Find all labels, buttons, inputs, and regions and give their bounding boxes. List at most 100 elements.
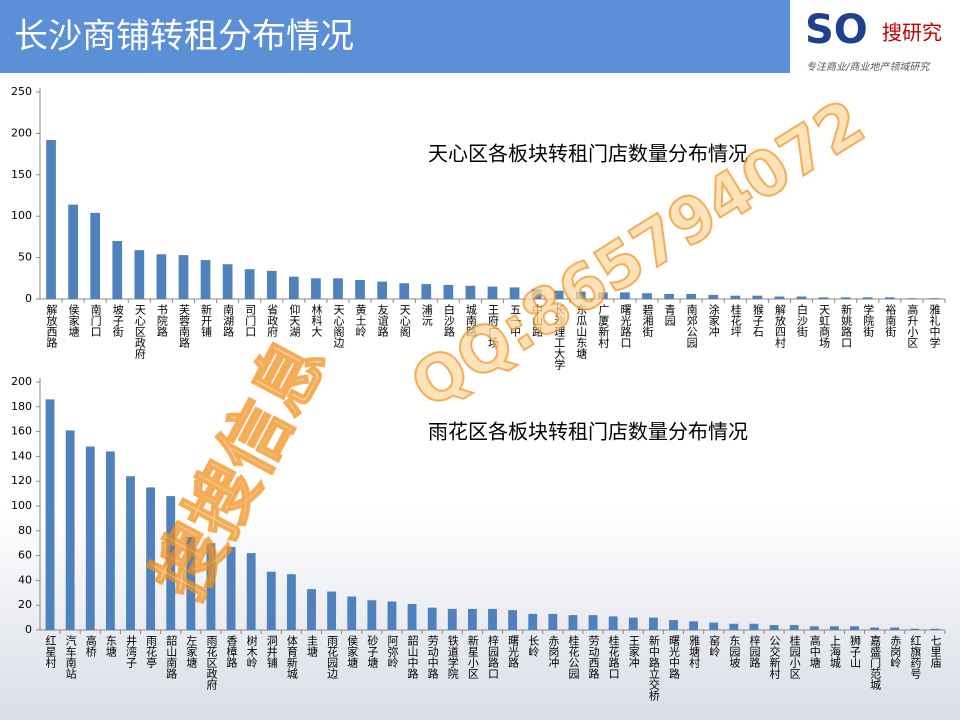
bar: [266, 571, 276, 630]
bar: [407, 603, 417, 630]
x-tick-label: 解放四村: [773, 303, 786, 348]
bar: [222, 264, 233, 299]
chart-title: 雨花区各板块转租门店数量分布情况: [428, 420, 748, 444]
bar: [286, 574, 296, 630]
bar: [818, 297, 829, 299]
x-tick-label: 新姚路口: [840, 303, 853, 348]
bar: [620, 292, 630, 299]
bar: [575, 291, 586, 299]
bar: [307, 589, 316, 630]
bar: [178, 255, 189, 299]
y-tick-label: 180: [11, 400, 32, 413]
y-tick-label: 100: [11, 209, 32, 222]
x-tick-label: 雨花区政府: [205, 635, 218, 691]
y-tick-label: 200: [11, 375, 32, 388]
y-tick-label: 20: [18, 598, 32, 611]
x-tick-label: 白沙街: [796, 303, 809, 338]
x-tick-label: 铁道学院: [446, 635, 459, 679]
bar: [553, 290, 564, 299]
bar: [244, 269, 255, 299]
x-tick-label: 香樟路: [225, 635, 238, 669]
x-tick-label: 南郊公园: [685, 304, 698, 349]
logo-so: SO: [805, 7, 868, 53]
bar: [929, 298, 939, 299]
x-tick-label: 上海城: [828, 635, 841, 668]
x-tick-label: 桂园小区: [788, 634, 801, 679]
x-tick-label: 新中路立交桥: [647, 634, 660, 702]
y-tick-label: 250: [11, 85, 32, 98]
bar: [730, 295, 741, 299]
x-tick-label: 天心区政府: [133, 304, 146, 360]
x-tick-label: 桂花路口: [607, 634, 620, 679]
bar: [311, 278, 321, 299]
x-tick-label: 赤岗岭: [889, 635, 902, 669]
logo-tagline: 专注商业/商业地产领域研究: [806, 61, 931, 73]
x-tick-label: 仰天湖: [288, 303, 301, 338]
bar: [465, 285, 476, 299]
bar: [200, 260, 211, 299]
x-tick-label: 司门口: [244, 304, 257, 337]
bar: [708, 294, 719, 299]
bar: [377, 281, 387, 299]
bar: [890, 627, 900, 630]
x-tick-label: 天心阁: [398, 304, 411, 338]
y-tick-label: 60: [18, 549, 32, 562]
bar: [598, 292, 608, 299]
y-tick-label: 80: [18, 524, 32, 537]
bar: [907, 298, 917, 299]
bar: [387, 601, 397, 630]
bar: [45, 399, 55, 630]
x-tick-label: 新开铺: [200, 303, 213, 337]
bar: [608, 616, 618, 630]
y-tick-label: 50: [18, 251, 32, 264]
bar: [355, 279, 365, 299]
x-tick-label: 圭塘: [306, 635, 319, 658]
x-tick-label: 长沙理工大学: [553, 304, 566, 370]
bar: [829, 626, 839, 630]
bar: [840, 297, 851, 299]
x-tick-label: 高升小区: [906, 303, 919, 348]
bar: [548, 613, 558, 630]
y-tick-label: 120: [11, 474, 32, 487]
bar: [796, 296, 807, 299]
bar: [447, 608, 457, 630]
logo-box: [790, 0, 960, 78]
x-tick-label: 南湖路: [222, 304, 235, 338]
x-tick-label: 天心阁边: [332, 304, 345, 348]
x-tick-label: 梓园路: [748, 634, 761, 669]
x-tick-label: 青园: [663, 304, 676, 327]
bar: [910, 628, 920, 630]
x-tick-label: 高桥: [84, 634, 97, 658]
x-tick-label: 长岭: [527, 635, 540, 658]
x-tick-label: 曙光路口: [619, 304, 632, 348]
y-tick-label: 160: [11, 425, 32, 438]
bar: [669, 620, 678, 630]
x-tick-label: 天虹商场: [818, 304, 831, 349]
bar: [689, 621, 699, 630]
x-tick-label: 雅礼中学: [928, 303, 941, 348]
x-tick-label: 高中塘: [808, 634, 821, 669]
bar: [333, 278, 343, 299]
x-tick-label: 洞井铺: [265, 635, 278, 668]
x-tick-label: 书院路: [155, 304, 168, 338]
bar: [769, 625, 779, 630]
bar: [367, 600, 377, 630]
x-tick-label: 浦沅: [420, 304, 433, 326]
bar: [85, 446, 95, 630]
bar: [156, 254, 167, 299]
bar: [729, 623, 739, 630]
x-tick-label: 新星小区: [466, 634, 479, 679]
y-tick-label: 140: [11, 449, 32, 462]
x-tick-label: 侯家塘: [67, 303, 80, 338]
bar: [427, 607, 437, 630]
y-tick-label: 200: [11, 126, 32, 139]
x-tick-label: 解放西路: [45, 303, 58, 349]
logo-mark: 搜研究: [882, 21, 942, 45]
bar: [648, 617, 658, 630]
x-tick-label: 红星村: [44, 635, 57, 668]
x-tick-label: 体育新城: [285, 634, 298, 679]
x-tick-label: 韶山中路: [406, 634, 419, 680]
bar: [146, 487, 156, 630]
